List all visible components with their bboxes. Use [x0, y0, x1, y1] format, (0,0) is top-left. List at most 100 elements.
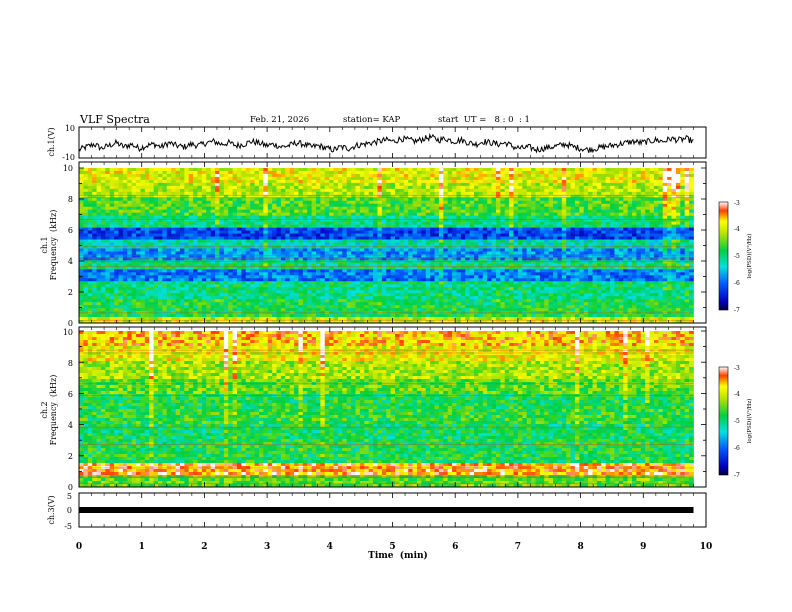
spectrogram-cell [241, 203, 247, 208]
spectrogram-cell [671, 245, 677, 249]
spectrogram-cell [509, 200, 514, 205]
spectrogram-cell [109, 203, 115, 208]
spectrogram-cell [474, 176, 479, 181]
spectrogram-cell [324, 212, 330, 217]
spectrogram-cell [250, 254, 255, 258]
spectrogram-cell [504, 182, 510, 187]
spectrogram-cell [443, 215, 449, 220]
spectrogram-cell [548, 266, 554, 270]
spectrogram-cell [640, 176, 646, 181]
spectrogram-cell [421, 239, 427, 243]
spectrogram-cell [640, 168, 646, 172]
spectrogram-cell [539, 230, 545, 234]
spectrogram-cell [254, 200, 260, 205]
spectrogram-cell [474, 200, 479, 205]
spectrogram-cell [386, 185, 392, 190]
spectrogram-cell [276, 233, 282, 237]
spectrogram-cell [452, 191, 457, 196]
spectrogram-cell [574, 221, 580, 226]
spectrogram-cell [452, 168, 457, 172]
spectrogram-cell [92, 224, 97, 229]
spectrogram-cell [346, 185, 352, 190]
spectrogram-cell [610, 266, 615, 270]
spectrogram-cell [412, 218, 418, 223]
spectrogram-cell [412, 221, 418, 226]
spectrogram-cell [162, 173, 168, 178]
spectrogram-cell [526, 188, 532, 193]
spectrogram-cell [478, 176, 484, 181]
spectrogram-cell [618, 197, 624, 202]
spectrogram-cell [632, 188, 637, 193]
spectrogram-cell [324, 173, 330, 178]
spectrogram-cell [557, 239, 563, 243]
spectrogram-cell [166, 254, 172, 258]
spectrogram-cell [333, 218, 339, 223]
spectrogram-cell [399, 191, 405, 196]
spectrogram-cell [601, 203, 607, 208]
spectrogram-cell [574, 179, 580, 184]
spectrogram-cell [658, 245, 664, 249]
spectrogram-cell [351, 224, 356, 229]
spectrogram-cell [158, 266, 163, 270]
spectrogram-cell [482, 224, 488, 229]
spectrogram-cell [87, 212, 93, 217]
spectrogram-cell [474, 182, 479, 187]
spectrogram-cell [118, 206, 124, 211]
spectrogram-cell [162, 266, 168, 270]
spectrogram-cell [671, 212, 677, 217]
spectrogram-cell [386, 170, 392, 175]
spectrogram-cell [408, 212, 413, 217]
spectrogram-cell [403, 263, 409, 267]
spectrogram-cell [342, 185, 348, 190]
spectrogram-cell [100, 269, 106, 273]
spectrogram-cell [504, 200, 510, 205]
spectrogram-cell [399, 254, 405, 258]
spectrogram-cell [79, 182, 84, 187]
spectrogram-cell [474, 197, 479, 202]
spectrogram-cell [469, 239, 475, 243]
spectrogram-cell [645, 197, 650, 202]
spectrogram-cell [364, 170, 370, 175]
spectrogram-cell [140, 182, 146, 187]
spectrogram-cell [258, 176, 264, 181]
spectrogram-cell [614, 224, 620, 229]
spectrogram-cell [329, 188, 334, 193]
spectrogram-cell [425, 236, 431, 240]
spectrogram-cell [127, 257, 133, 261]
spectrogram-cell [381, 176, 387, 181]
spectrogram-cell [206, 203, 212, 208]
spectrogram-cell [140, 176, 146, 181]
spectrogram-cell [267, 227, 273, 231]
spectrogram-cell [632, 206, 637, 211]
spectrogram-cell [201, 248, 207, 252]
spectrogram-cell [553, 203, 558, 208]
spectrogram-cell [232, 215, 238, 220]
spectrogram-cell [535, 215, 541, 220]
spectrogram-cell [671, 239, 677, 243]
spectrogram-cell [381, 209, 387, 214]
spectrogram-cell [566, 242, 571, 246]
spectrogram-cell [623, 182, 629, 187]
spectrogram-cell [487, 230, 492, 234]
spectrogram-cell [149, 200, 155, 205]
spectrogram-cell [474, 254, 479, 258]
spectrogram-cell [522, 224, 528, 229]
spectrogram-cell [162, 212, 168, 217]
spectrogram-cell [127, 242, 133, 246]
spectrogram-cell [92, 251, 97, 255]
spectrogram-cell [434, 197, 440, 202]
spectrogram-cell [447, 269, 453, 273]
spectrogram-cell [689, 168, 694, 172]
spectrogram-cell [364, 224, 370, 229]
spectrogram-cell [627, 251, 633, 255]
spectrogram-cell [491, 203, 497, 208]
spectrogram-cell [149, 176, 155, 181]
spectrogram-cell [535, 221, 541, 226]
spectrogram-cell [430, 248, 435, 252]
spectrogram-cell [434, 203, 440, 208]
spectrogram-cell [447, 176, 453, 181]
spectrogram-cell [307, 224, 313, 229]
spectrogram-cell [118, 224, 124, 229]
spectrogram-cell [526, 209, 532, 214]
spectrogram-cell [219, 224, 225, 229]
